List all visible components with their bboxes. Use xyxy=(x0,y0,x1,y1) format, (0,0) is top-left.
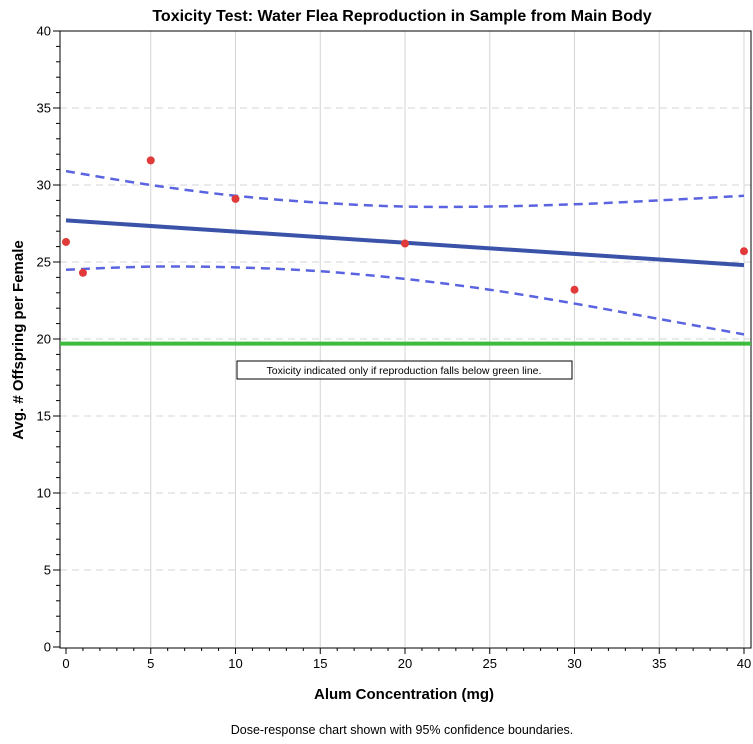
data-point xyxy=(78,268,87,277)
y-tick-label: 20 xyxy=(37,332,51,347)
x-tick-label: 10 xyxy=(228,656,242,671)
y-axis-ticks: 0 5 10 15 20 25 30 35 40 xyxy=(37,24,60,655)
x-tick-label: 0 xyxy=(62,656,69,671)
y-tick-label: 10 xyxy=(37,486,51,501)
footnote: Dose-response chart shown with 95% confi… xyxy=(231,723,574,737)
x-tick-label: 35 xyxy=(652,656,666,671)
annotation-frame xyxy=(236,360,573,380)
y-axis-label: Avg. # Offspring per Female xyxy=(10,240,27,440)
x-tick-label: 20 xyxy=(398,656,412,671)
y-tick-label: 15 xyxy=(37,409,51,424)
annotation-text: Toxicity indicated only if reproduction … xyxy=(267,365,542,377)
x-axis-ticks: 0 5 10 15 20 25 30 35 40 xyxy=(62,648,751,671)
y-tick-label: 5 xyxy=(44,563,51,578)
x-tick-label: 15 xyxy=(313,656,327,671)
y-tick-label: 0 xyxy=(44,640,51,655)
data-point xyxy=(740,247,748,256)
data-point xyxy=(570,285,579,294)
y-tick-label: 35 xyxy=(37,101,51,116)
y-tick-label: 30 xyxy=(37,178,51,193)
x-axis-label: Alum Concentration (mg) xyxy=(314,686,494,703)
series-layer xyxy=(60,156,751,346)
data-point xyxy=(146,156,155,165)
data-point xyxy=(401,239,409,248)
x-tick-label: 5 xyxy=(147,656,154,671)
x-tick-label: 30 xyxy=(567,656,581,671)
x-tick-label: 25 xyxy=(483,656,497,671)
y-tick-label: 25 xyxy=(37,255,51,270)
ci-lower-line xyxy=(65,265,745,336)
y-tick-label: 40 xyxy=(37,24,51,39)
x-tick-label: 40 xyxy=(737,656,751,671)
data-point xyxy=(62,237,70,246)
chart-title: Toxicity Test: Water Flea Reproduction i… xyxy=(152,8,651,25)
grid xyxy=(60,31,751,647)
ci-upper-line xyxy=(65,169,745,209)
annotation-box: Toxicity indicated only if reproduction … xyxy=(236,360,573,380)
data-point xyxy=(231,194,240,203)
